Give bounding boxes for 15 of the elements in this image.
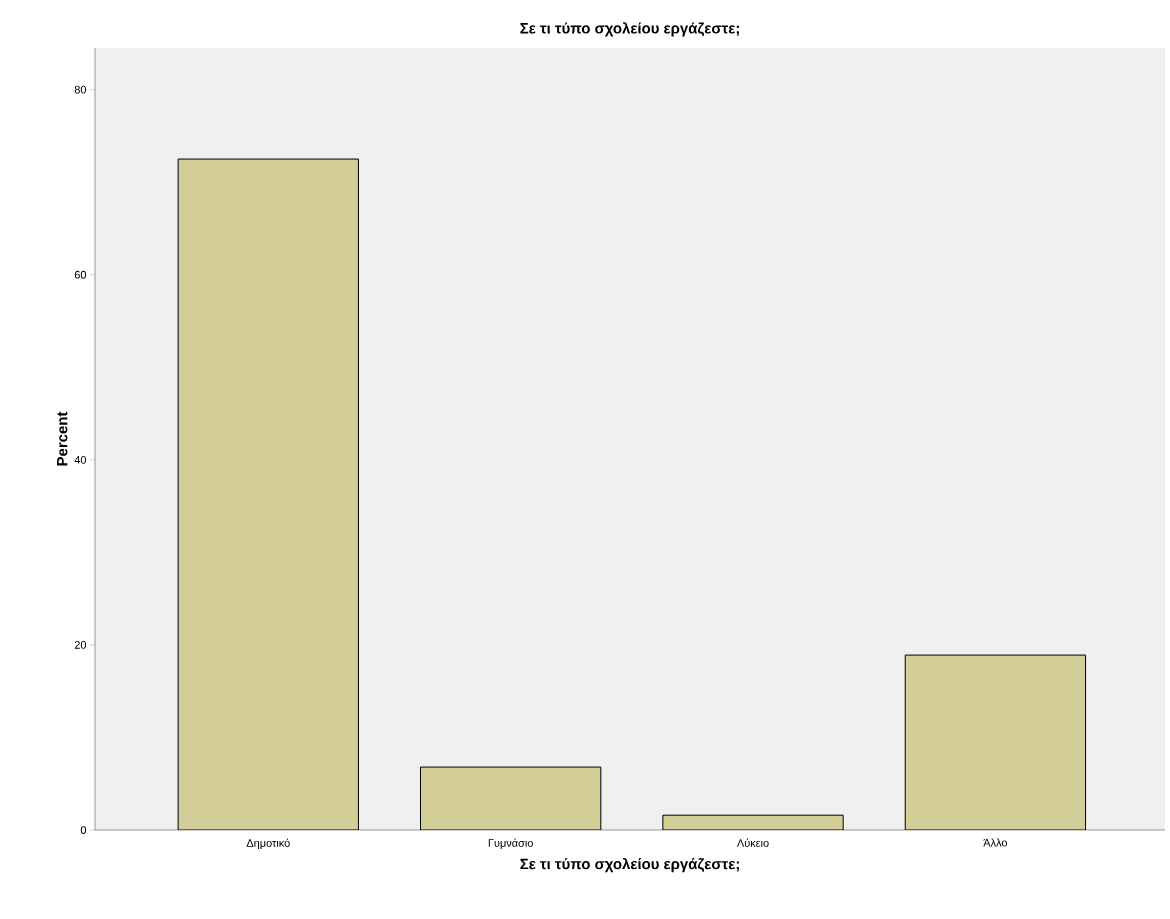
y-tick-label: 60 [74,270,87,279]
x-tick-label: Λύκειο [736,838,769,847]
bar [420,766,602,830]
bar [177,158,359,830]
x-axis-title: Σε τι τύπο σχολείου εργάζεστε; [520,857,739,873]
y-tick-label: 40 [74,455,87,464]
y-tick-label: 20 [74,641,87,649]
y-axis-title: Percent [57,411,68,466]
y-tick-label: 80 [74,85,87,94]
bar [904,654,1087,830]
y-tick-label: 0 [80,826,87,834]
x-tick-label: Γυμνάσιο [488,838,533,849]
x-tick-label: Άλλο [983,838,1008,847]
x-tick-label: Δημοτικό [246,838,290,850]
chart-title: Σε τι τύπο σχολείου εργάζεστε; [520,22,739,37]
